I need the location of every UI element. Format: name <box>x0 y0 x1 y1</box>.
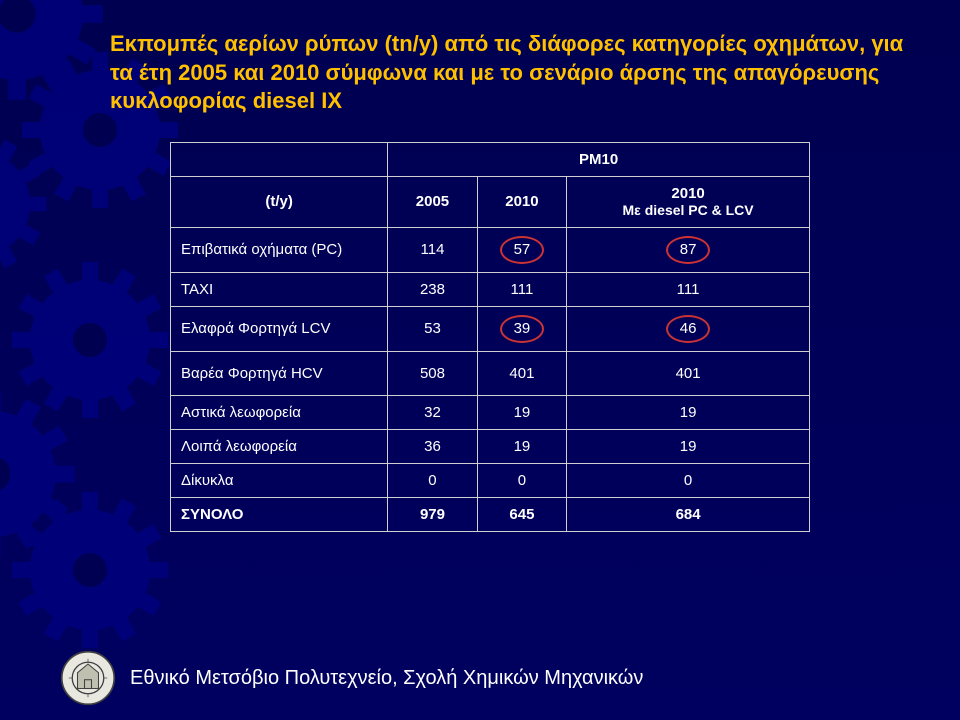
cell-2010: 57 <box>477 227 566 272</box>
pm10-table-wrap: PM10 (t/y) 2005 2010 2010 Με diesel PC &… <box>170 142 810 532</box>
row-label: Αστικά λεωφορεία <box>171 395 388 429</box>
cell-2010: 0 <box>477 463 566 497</box>
table-row: ΤΑΧΙ 238 111 111 <box>171 272 810 306</box>
table-header-row-1: PM10 <box>171 142 810 176</box>
cell-2010d: 401 <box>567 351 810 395</box>
col-2010d-year: 2010 <box>671 185 704 202</box>
pm10-header: PM10 <box>388 142 810 176</box>
table-row: Δίκυκλα 0 0 0 <box>171 463 810 497</box>
table-row: Βαρέα Φορτηγά HCV 508 401 401 <box>171 351 810 395</box>
cell-2010: 111 <box>477 272 566 306</box>
cell-2005: 36 <box>388 429 477 463</box>
cell-2005: 53 <box>388 306 477 351</box>
slide-title: Εκπομπές αερίων ρύπων (tn/y) από τις διά… <box>110 30 910 116</box>
slide-content: Εκπομπές αερίων ρύπων (tn/y) από τις διά… <box>0 0 960 720</box>
row-label: ΤΑΧΙ <box>171 272 388 306</box>
cell-2005: 0 <box>388 463 477 497</box>
cell-2005: 238 <box>388 272 477 306</box>
footer: Εθνικό Μετσόβιο Πολυτεχνείο, Σχολή Χημικ… <box>60 650 643 706</box>
circled-value: 46 <box>666 315 710 343</box>
table-row: Αστικά λεωφορεία 32 19 19 <box>171 395 810 429</box>
total-2010d: 684 <box>567 497 810 531</box>
pm10-table: PM10 (t/y) 2005 2010 2010 Με diesel PC &… <box>170 142 810 532</box>
row-label: Λοιπά λεωφορεία <box>171 429 388 463</box>
cell-2010d: 111 <box>567 272 810 306</box>
row-label: Επιβατικά οχήματα (PC) <box>171 227 388 272</box>
row-label: Δίκυκλα <box>171 463 388 497</box>
footer-text: Εθνικό Μετσόβιο Πολυτεχνείο, Σχολή Χημικ… <box>130 667 643 690</box>
cell-2010: 19 <box>477 429 566 463</box>
cell-2010d: 46 <box>567 306 810 351</box>
ntua-logo-icon <box>60 650 116 706</box>
table-header-row-2: (t/y) 2005 2010 2010 Με diesel PC & LCV <box>171 176 810 227</box>
circled-value: 87 <box>666 236 710 264</box>
cell-2010d: 19 <box>567 429 810 463</box>
col-2005: 2005 <box>388 176 477 227</box>
total-label: ΣΥΝΟΛΟ <box>171 497 388 531</box>
cell-2005: 32 <box>388 395 477 429</box>
unit-label: (t/y) <box>171 176 388 227</box>
row-label: Βαρέα Φορτηγά HCV <box>171 351 388 395</box>
total-2010: 645 <box>477 497 566 531</box>
cell-2010d: 0 <box>567 463 810 497</box>
cell-2010d: 87 <box>567 227 810 272</box>
cell-2010d: 19 <box>567 395 810 429</box>
cell-2010: 19 <box>477 395 566 429</box>
cell-2005: 114 <box>388 227 477 272</box>
table-row: Λοιπά λεωφορεία 36 19 19 <box>171 429 810 463</box>
cell-2005: 508 <box>388 351 477 395</box>
cell-2010: 39 <box>477 306 566 351</box>
col-2010: 2010 <box>477 176 566 227</box>
circled-value: 39 <box>500 315 544 343</box>
table-row: Επιβατικά οχήματα (PC) 114 57 87 <box>171 227 810 272</box>
col-2010d-desc: Με diesel PC & LCV <box>623 202 754 218</box>
total-2005: 979 <box>388 497 477 531</box>
table-row: Ελαφρά Φορτηγά LCV 53 39 46 <box>171 306 810 351</box>
cell-2010: 401 <box>477 351 566 395</box>
circled-value: 57 <box>500 236 544 264</box>
row-label: Ελαφρά Φορτηγά LCV <box>171 306 388 351</box>
col-2010-diesel: 2010 Με diesel PC & LCV <box>567 176 810 227</box>
table-total-row: ΣΥΝΟΛΟ 979 645 684 <box>171 497 810 531</box>
